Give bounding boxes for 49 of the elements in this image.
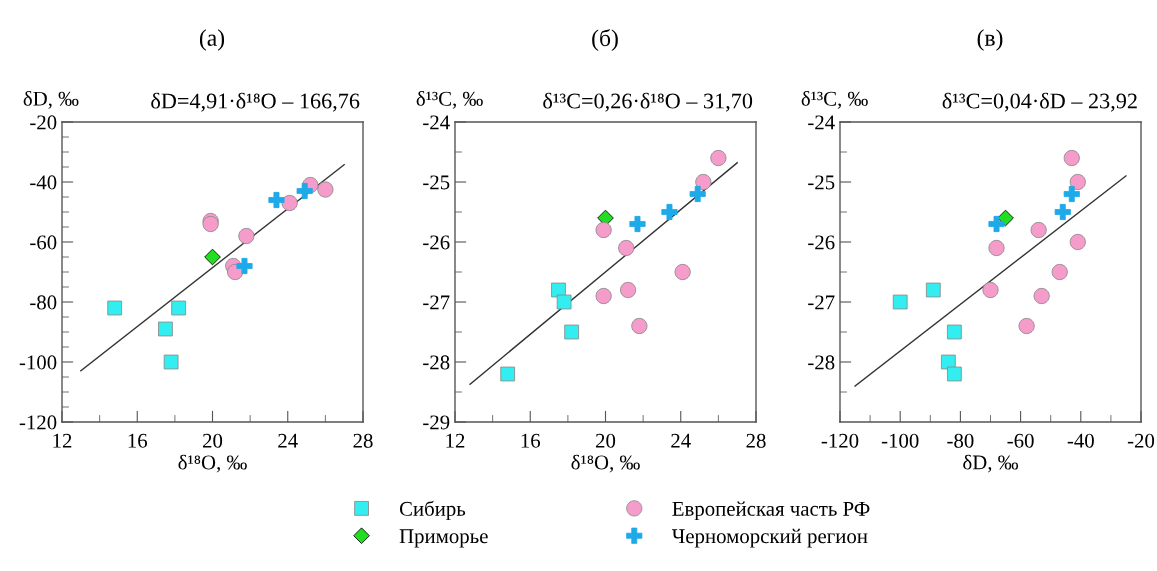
y-axis-title: δD, ‰: [23, 91, 79, 109]
x-tick-label: 28: [746, 433, 766, 448]
x-tick-label: -60: [1007, 433, 1034, 448]
chart-title: (б): [592, 29, 618, 51]
legend-label: Черноморский регион: [671, 528, 868, 548]
y-tick-label: -25: [423, 175, 450, 190]
legend-label: Приморье: [399, 529, 488, 548]
x-tick-label: -100: [881, 433, 919, 448]
y-tick-label: -120: [19, 415, 57, 430]
y-tick-label: -28: [423, 355, 450, 370]
y-tick-label: -20: [30, 115, 57, 130]
y-tick-label: -100: [19, 355, 57, 370]
x-tick-label: 24: [671, 433, 691, 448]
x-tick-label: 20: [203, 433, 223, 448]
y-axis-title: δ¹³C, ‰: [801, 91, 868, 109]
y-tick-label: -29: [423, 415, 450, 430]
text: δ¹³C=0,26·δ¹⁸O – 31,70: [543, 92, 753, 112]
x-tick-label: -20: [1127, 433, 1155, 448]
chart-title: (а): [199, 29, 225, 51]
x-tick-label: 28: [353, 433, 373, 448]
x-tick-label: -120: [821, 433, 859, 448]
y-tick-label: -24: [808, 115, 835, 130]
y-tick-label: -60: [30, 235, 57, 250]
x-axis-title: δ¹⁸O, ‰: [178, 454, 247, 473]
chart-title: (в): [977, 29, 1003, 51]
y-axis-title: δ¹³C, ‰: [416, 91, 483, 109]
x-tick-label: 16: [521, 433, 541, 448]
y-tick-label: -26: [423, 235, 450, 250]
x-tick-label: 16: [128, 433, 148, 448]
x-axis-title: δ¹⁸O, ‰: [571, 454, 640, 473]
x-tick-label: -80: [947, 433, 974, 448]
x-tick-label: -40: [1067, 433, 1094, 448]
legend-label: Сибирь: [399, 500, 466, 521]
y-tick-label: -27: [808, 295, 835, 310]
y-tick-label: -26: [808, 235, 835, 250]
y-tick-label: -25: [808, 175, 835, 190]
x-tick-label: 20: [596, 433, 616, 448]
x-tick-label: 12: [53, 433, 72, 448]
x-axis-title: δD, ‰: [963, 454, 1019, 473]
text: δ¹³C=0,04·δD – 23,92: [942, 92, 1137, 112]
y-tick-label: -40: [30, 175, 57, 190]
y-tick-label: -27: [423, 295, 450, 310]
y-tick-label: -28: [808, 355, 835, 370]
x-tick-label: 12: [446, 433, 465, 448]
text: δD=4,91·δ¹⁸O – 166,76: [151, 92, 360, 112]
y-tick-label: -24: [423, 115, 450, 130]
x-tick-label: 24: [278, 433, 298, 448]
legend-label: Европейская часть РФ: [672, 501, 870, 521]
y-tick-label: -80: [30, 295, 57, 310]
